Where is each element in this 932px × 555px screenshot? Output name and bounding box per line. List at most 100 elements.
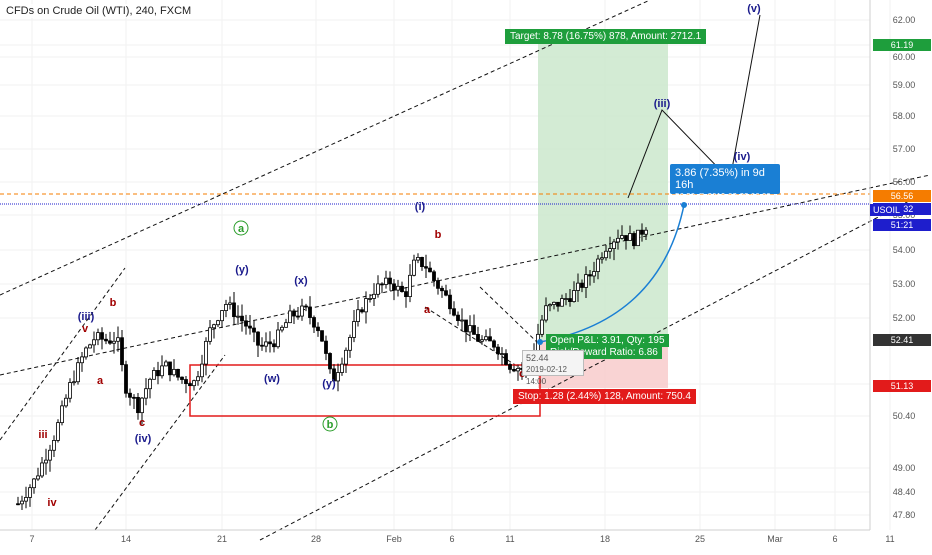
wave-label[interactable]: v bbox=[82, 323, 89, 335]
candle-body bbox=[556, 301, 560, 307]
candle-body bbox=[324, 340, 328, 354]
measure-end-point[interactable] bbox=[681, 202, 687, 208]
candle-body bbox=[288, 310, 292, 324]
candle-body bbox=[404, 291, 408, 298]
wave-label[interactable]: (y) bbox=[235, 264, 249, 276]
price-tag[interactable] bbox=[873, 380, 931, 392]
candle-body bbox=[208, 327, 212, 342]
wave-label[interactable]: b bbox=[435, 229, 442, 241]
candle-body bbox=[448, 294, 452, 310]
price-tag-label: 61.19 bbox=[891, 40, 914, 50]
wave-label-circle bbox=[322, 416, 338, 432]
candle-body bbox=[104, 338, 108, 342]
candle-body bbox=[540, 319, 544, 335]
price-tag-label: 51:21 bbox=[891, 220, 914, 230]
candle-body bbox=[124, 364, 128, 394]
candle-body bbox=[312, 317, 316, 328]
target-label[interactable]: Target: 8.78 (16.75%) 878, Amount: 2712.… bbox=[505, 29, 707, 44]
wave-label[interactable]: (iii) bbox=[78, 311, 95, 323]
wave-projection-line[interactable] bbox=[627, 14, 761, 199]
candle-body bbox=[604, 250, 608, 259]
wave-label[interactable]: a bbox=[97, 375, 104, 387]
measure-start-point[interactable] bbox=[537, 339, 543, 345]
candle-body bbox=[192, 380, 196, 387]
measure-result-box[interactable]: 3.86 (7.35%) in 9d 16h 56.30 @ 2019-02-2… bbox=[670, 164, 780, 201]
wave-label[interactable]: (iv) bbox=[734, 151, 751, 163]
stop-label[interactable]: Stop: 1.28 (2.44%) 128, Amount: 750.4 bbox=[513, 389, 696, 404]
measure-result-sub: 56.30 @ 2019-02-22 06:00 bbox=[675, 192, 771, 201]
candle-body bbox=[200, 363, 204, 378]
candle-body bbox=[128, 392, 132, 398]
wave-label[interactable]: a bbox=[424, 304, 431, 316]
candle-body bbox=[172, 368, 176, 376]
candle-body bbox=[424, 266, 428, 269]
candle-body bbox=[64, 397, 68, 407]
candle-body bbox=[80, 356, 84, 364]
candle-body bbox=[332, 368, 336, 382]
wave-label[interactable]: (iii) bbox=[654, 98, 671, 110]
candle-body bbox=[140, 397, 144, 414]
price-axis: 62.0061.0060.0059.0058.0057.0056.0055.00… bbox=[869, 0, 916, 530]
candle-body bbox=[620, 235, 624, 239]
wave-label[interactable]: iv bbox=[47, 497, 57, 509]
candle-body bbox=[20, 500, 24, 505]
price-tag[interactable] bbox=[873, 39, 931, 51]
target-zone[interactable] bbox=[538, 43, 668, 340]
candle-body bbox=[548, 304, 552, 307]
price-tick-label: 60.00 bbox=[893, 52, 916, 62]
candle-body bbox=[416, 256, 420, 261]
wave-label[interactable]: (iv) bbox=[135, 433, 152, 445]
candle-body bbox=[636, 229, 640, 247]
open-pl-label[interactable]: Open P&L: 3.91, Qty: 195 bbox=[546, 334, 669, 347]
wave-label[interactable]: iii bbox=[38, 429, 47, 441]
candle-body bbox=[316, 326, 320, 332]
wave-label[interactable]: (x) bbox=[294, 275, 308, 287]
time-tick-label: 21 bbox=[217, 534, 227, 544]
wave-label[interactable]: b bbox=[110, 297, 117, 309]
wave-label[interactable]: a bbox=[238, 223, 245, 235]
channel-left-lower-line[interactable] bbox=[94, 354, 226, 531]
candle-body bbox=[328, 353, 332, 370]
wave-label[interactable]: b bbox=[327, 419, 334, 431]
wave-label[interactable]: (y) bbox=[322, 378, 336, 390]
candle-body bbox=[144, 388, 148, 399]
measure-start-date: 2019-02-12 14:00 bbox=[526, 365, 567, 386]
price-tag[interactable] bbox=[873, 334, 931, 346]
candle-body bbox=[168, 361, 172, 376]
price-tag-label: 56.56 bbox=[891, 191, 914, 201]
wave-label[interactable]: (w) bbox=[264, 373, 280, 385]
candle-body bbox=[628, 233, 632, 241]
candle-body bbox=[300, 305, 304, 317]
time-tick-label: 14 bbox=[121, 534, 131, 544]
wave-label[interactable]: c bbox=[139, 417, 145, 429]
candle-body bbox=[452, 308, 456, 316]
time-axis: 7 14 21 28 Feb 6 11 18 25 Mar 6 11 bbox=[0, 529, 895, 544]
price-tag[interactable] bbox=[873, 219, 931, 231]
candle-body bbox=[512, 368, 516, 372]
wave-label[interactable]: (i) bbox=[415, 201, 426, 213]
candle-body bbox=[608, 248, 612, 252]
candles bbox=[16, 223, 648, 510]
candle-body bbox=[308, 306, 312, 318]
candle-body bbox=[92, 339, 96, 346]
candle-body bbox=[412, 259, 416, 276]
candle-body bbox=[444, 290, 448, 296]
candle-body bbox=[384, 277, 388, 285]
measure-start-box[interactable]: 52.44 2019-02-12 14:00 bbox=[522, 350, 584, 386]
channel-mid-line[interactable] bbox=[0, 174, 931, 376]
candle-body bbox=[592, 271, 596, 277]
candle-body bbox=[60, 405, 64, 424]
candle-body bbox=[320, 330, 324, 342]
candle-body bbox=[564, 298, 568, 300]
candle-body bbox=[244, 320, 248, 327]
wave-labels: (iii)vabc(iv)iiiiva(y)(x)(w)(y)b(i)bac(i… bbox=[38, 3, 761, 509]
grid bbox=[0, 0, 891, 530]
candle-body bbox=[364, 298, 368, 313]
channel-left-line[interactable] bbox=[0, 267, 126, 441]
candle-body bbox=[560, 298, 564, 307]
wave-label[interactable]: (v) bbox=[747, 3, 761, 15]
price-tag[interactable] bbox=[873, 190, 931, 202]
support-box[interactable] bbox=[189, 364, 541, 417]
symbol-tag[interactable]: USOIL bbox=[870, 204, 904, 216]
